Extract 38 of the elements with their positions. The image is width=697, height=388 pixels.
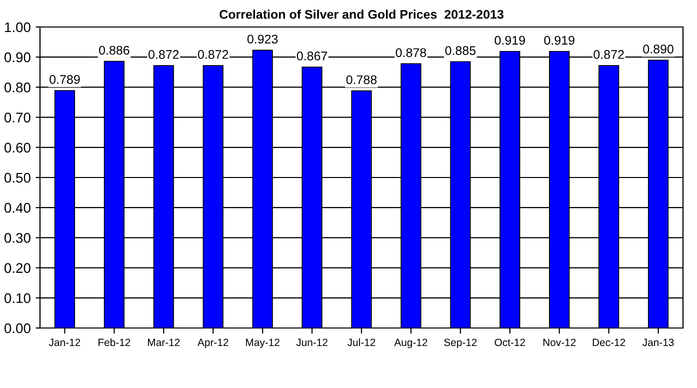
x-tick-label: Oct-12 (494, 338, 525, 346)
data-label: 0.923 (247, 34, 278, 44)
y-tick-label: 0.40 (4, 202, 30, 213)
data-label: 0.885 (445, 46, 476, 55)
y-tick-label: 1.00 (5, 22, 30, 32)
data-label: 0.789 (50, 75, 80, 84)
x-tick-label: Aug-12 (394, 338, 428, 348)
data-label: 0.890 (643, 44, 674, 54)
y-tick-label: 0.70 (4, 112, 30, 122)
y-tick-label: 0.10 (4, 293, 30, 304)
chart-title: Correlation of Silver and Gold Prices 2012-2013 (220, 10, 504, 19)
data-label: 0.919 (494, 36, 525, 45)
data-label: 0.886 (99, 46, 130, 55)
y-tick-label: 0.60 (4, 142, 30, 153)
data-label: 0.872 (594, 50, 624, 59)
y-tick-label: 0.00 (4, 323, 30, 334)
data-label: 0.919 (544, 36, 574, 45)
y-tick-label: 0.20 (4, 263, 30, 273)
y-tick-label: 0.30 (4, 233, 30, 243)
y-tick-label: 0.90 (4, 52, 30, 62)
data-label: 0.872 (148, 50, 179, 59)
x-tick-label: Dec-12 (592, 338, 626, 346)
x-tick-label: Nov-12 (543, 338, 576, 346)
x-tick-label: Jul-12 (347, 338, 376, 346)
x-tick-label: Apr-12 (198, 338, 228, 348)
x-tick-label: Jan-13 (642, 338, 674, 346)
x-tick-label: Jun-12 (296, 338, 328, 346)
data-label: 0.788 (346, 75, 377, 84)
x-tick-label: May-12 (246, 338, 280, 348)
x-tick-label: Sep-12 (444, 338, 477, 348)
y-tick-label: 0.80 (4, 82, 30, 92)
x-tick-label: Feb-12 (98, 338, 130, 346)
y-tick-label: 0.50 (4, 172, 30, 183)
x-tick-label: Mar-12 (148, 338, 180, 346)
data-label: 0.878 (396, 48, 426, 58)
x-tick-label: Jan-12 (48, 338, 80, 346)
data-label: 0.872 (198, 50, 228, 59)
data-label: 0.867 (296, 52, 328, 60)
